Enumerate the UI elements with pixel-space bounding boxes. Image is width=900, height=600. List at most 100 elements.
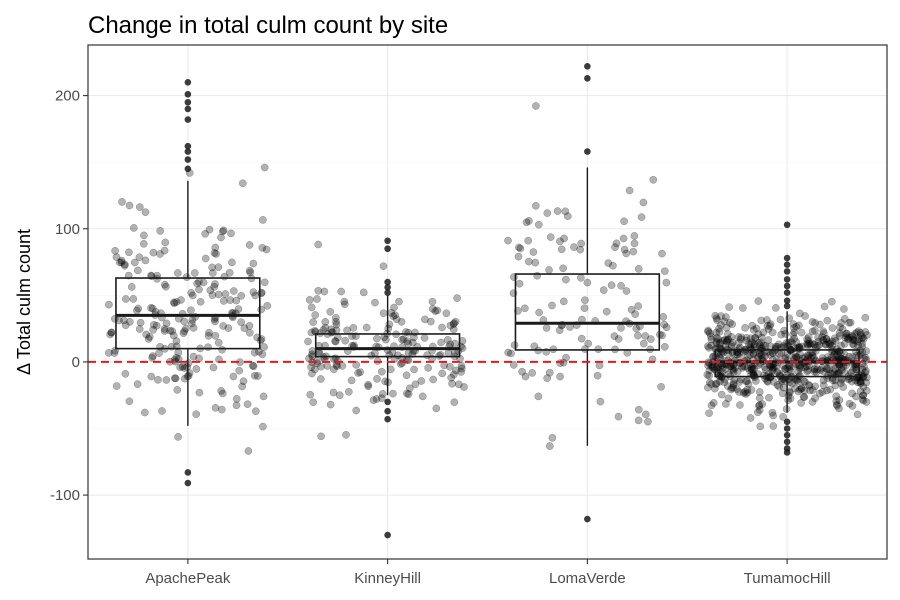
data-point bbox=[596, 397, 605, 406]
data-point bbox=[184, 372, 193, 380]
data-point bbox=[849, 335, 858, 344]
data-point bbox=[399, 335, 408, 344]
data-point bbox=[739, 304, 747, 312]
data-point bbox=[447, 373, 456, 382]
data-point bbox=[263, 301, 272, 310]
outlier-point bbox=[783, 254, 791, 262]
data-point bbox=[706, 329, 714, 338]
data-point bbox=[820, 329, 828, 338]
data-point bbox=[787, 368, 795, 376]
data-point bbox=[134, 304, 143, 313]
data-point bbox=[712, 333, 721, 342]
data-point bbox=[795, 371, 804, 380]
data-point bbox=[243, 400, 252, 409]
data-point bbox=[378, 390, 387, 398]
data-point bbox=[757, 351, 766, 359]
outlier-point bbox=[184, 165, 192, 173]
data-point bbox=[790, 324, 798, 332]
data-point bbox=[201, 229, 210, 238]
data-point bbox=[859, 383, 868, 391]
data-point bbox=[535, 308, 543, 317]
data-point bbox=[704, 361, 712, 370]
data-point bbox=[208, 263, 216, 272]
data-point bbox=[627, 305, 636, 314]
data-point bbox=[120, 316, 128, 325]
data-point bbox=[174, 433, 182, 441]
data-point bbox=[147, 372, 156, 381]
data-point bbox=[759, 328, 768, 337]
data-point bbox=[238, 382, 247, 391]
data-point bbox=[634, 405, 643, 414]
data-point bbox=[226, 296, 235, 304]
data-point bbox=[449, 320, 458, 329]
data-point bbox=[553, 207, 562, 215]
data-point bbox=[722, 400, 730, 408]
data-point bbox=[446, 362, 454, 371]
data-point bbox=[377, 367, 386, 376]
data-point bbox=[176, 363, 184, 372]
data-point bbox=[713, 316, 721, 324]
outlier-point bbox=[184, 98, 192, 106]
data-point bbox=[166, 326, 174, 335]
data-point bbox=[411, 328, 419, 337]
data-point bbox=[725, 303, 733, 311]
data-point bbox=[214, 338, 223, 347]
data-point bbox=[778, 389, 787, 398]
data-point bbox=[862, 367, 870, 375]
data-point bbox=[450, 398, 459, 407]
data-point bbox=[110, 349, 119, 357]
data-point bbox=[211, 331, 220, 340]
data-point bbox=[768, 363, 777, 372]
data-point bbox=[259, 392, 268, 401]
data-point bbox=[232, 395, 241, 403]
data-point bbox=[792, 322, 801, 331]
data-point bbox=[842, 332, 851, 341]
data-point bbox=[172, 337, 181, 345]
data-point bbox=[338, 362, 347, 370]
data-point bbox=[797, 364, 805, 372]
data-point bbox=[845, 352, 854, 361]
data-point bbox=[563, 212, 572, 221]
data-point bbox=[111, 246, 119, 255]
data-point bbox=[614, 335, 623, 343]
data-point bbox=[825, 340, 834, 349]
data-point bbox=[343, 326, 351, 335]
data-point bbox=[769, 422, 778, 430]
data-point bbox=[644, 417, 652, 426]
data-point bbox=[195, 285, 203, 294]
data-point bbox=[433, 306, 442, 315]
data-point bbox=[560, 234, 568, 243]
data-point bbox=[859, 372, 868, 381]
data-point bbox=[256, 336, 265, 345]
data-point bbox=[245, 328, 254, 337]
data-point bbox=[160, 246, 169, 255]
data-point bbox=[639, 339, 648, 348]
data-point bbox=[599, 286, 608, 294]
data-point bbox=[448, 379, 456, 388]
data-point bbox=[764, 336, 773, 344]
data-point bbox=[852, 392, 860, 401]
outlier-point bbox=[184, 142, 192, 150]
data-point bbox=[629, 247, 638, 256]
data-point bbox=[826, 339, 834, 348]
data-point bbox=[710, 384, 719, 393]
data-point bbox=[808, 398, 817, 406]
data-point bbox=[107, 328, 116, 337]
data-point bbox=[344, 387, 353, 396]
data-point bbox=[584, 339, 593, 348]
data-point bbox=[140, 408, 149, 417]
data-point bbox=[811, 347, 820, 355]
data-point bbox=[735, 388, 743, 396]
data-point bbox=[257, 289, 266, 298]
data-point bbox=[352, 361, 361, 369]
data-point bbox=[788, 338, 796, 347]
data-point bbox=[796, 385, 804, 394]
data-point bbox=[371, 298, 379, 307]
data-point bbox=[848, 340, 857, 348]
data-point bbox=[559, 297, 568, 306]
data-point bbox=[117, 256, 126, 265]
data-point bbox=[841, 368, 850, 377]
data-point bbox=[765, 322, 774, 330]
outlier-point bbox=[384, 531, 391, 539]
data-point bbox=[309, 318, 317, 326]
